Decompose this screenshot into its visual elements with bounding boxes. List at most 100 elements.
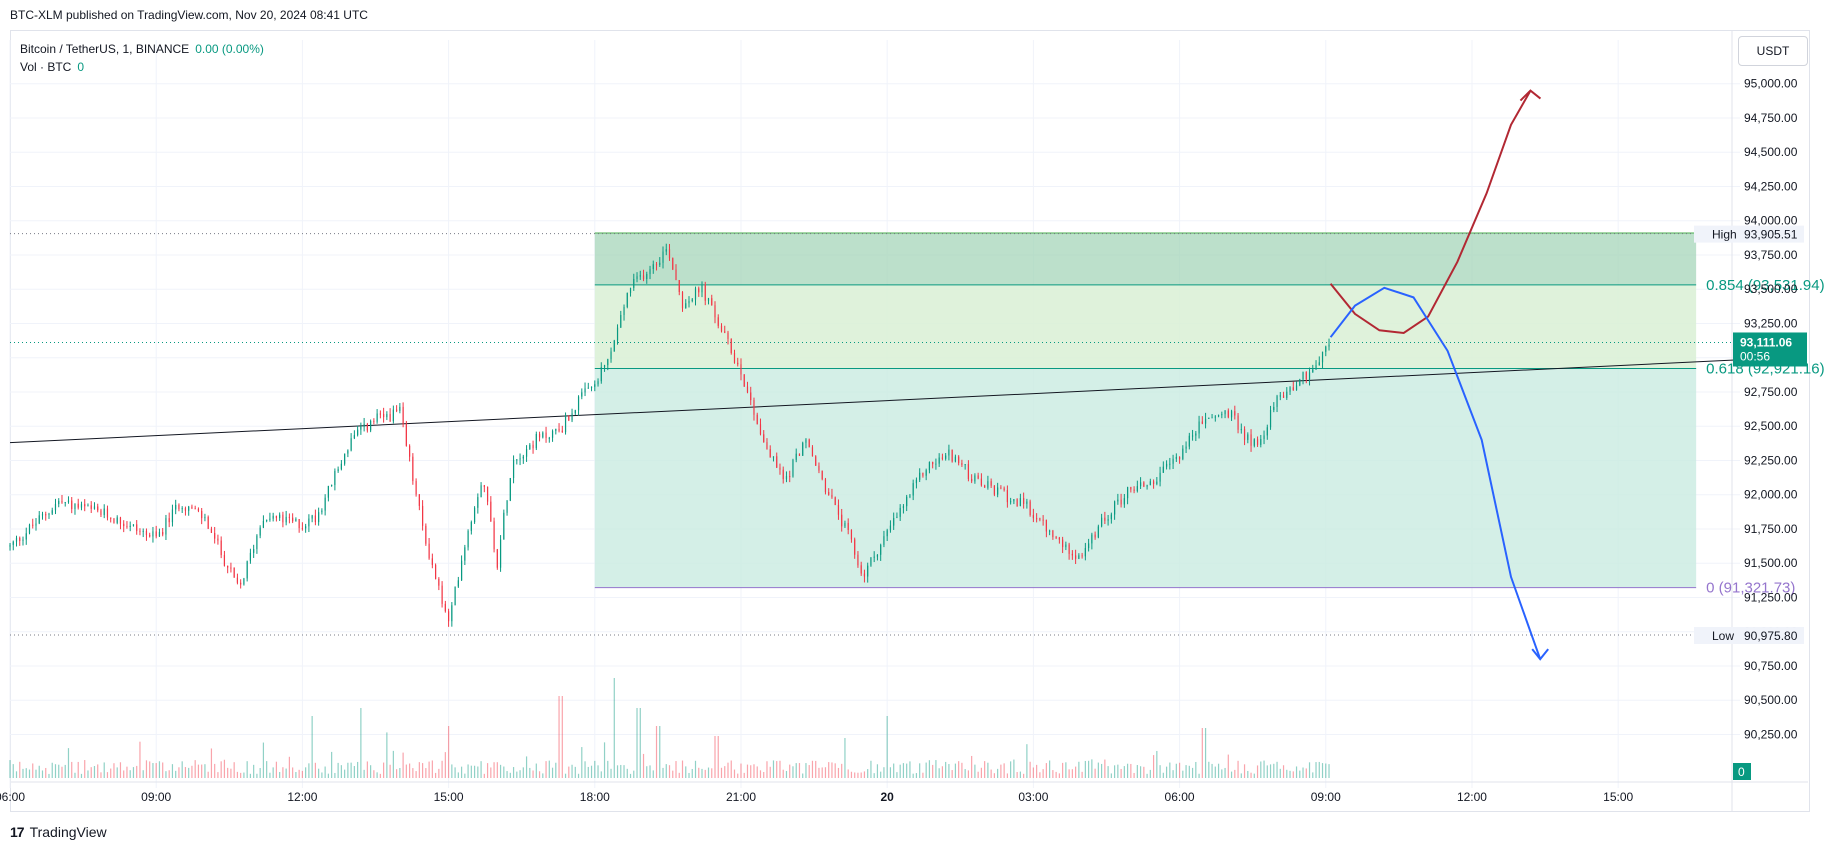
candle-body <box>1243 429 1246 440</box>
candle-body <box>22 539 24 542</box>
candle-body <box>587 387 589 389</box>
volume-bar <box>1091 759 1093 778</box>
candle-body <box>646 274 648 280</box>
candle-body <box>1250 434 1252 446</box>
candle-body <box>298 519 300 529</box>
volume-bar <box>41 770 44 778</box>
candle-body <box>1010 501 1012 503</box>
volume-bar <box>288 756 290 778</box>
volume-bar <box>158 761 161 778</box>
volume-bar <box>610 768 612 778</box>
candle-body <box>987 481 989 488</box>
candle-body <box>746 386 749 393</box>
candle-body <box>717 317 719 326</box>
volume-bar <box>600 771 602 778</box>
candle-body <box>253 549 255 553</box>
y-tick-label: 95,000.00 <box>1744 77 1798 91</box>
symbol-title[interactable]: Bitcoin / TetherUS, 1, BINANCE <box>20 42 190 56</box>
candle-body <box>1318 362 1320 366</box>
candle-body <box>80 504 83 508</box>
bearish-projection-path <box>1329 286 1542 660</box>
candle-body <box>28 524 31 534</box>
volume-bar <box>938 768 940 778</box>
volume-bar <box>470 765 472 778</box>
candle-body <box>175 504 177 510</box>
volume-bar <box>155 763 157 778</box>
candle-body <box>815 456 817 466</box>
volume-bar <box>1039 772 1041 778</box>
volume-bar <box>1308 762 1311 778</box>
low-label: Low <box>1712 629 1734 643</box>
volume-bar <box>444 752 446 778</box>
candle-body <box>269 518 271 520</box>
candle-body <box>711 298 713 306</box>
volume-bar <box>860 772 862 778</box>
candle-body <box>1208 417 1210 419</box>
volume-bar <box>951 770 953 778</box>
volume-bar <box>214 763 216 778</box>
volume-bar <box>633 770 635 778</box>
tradingview-brand: TradingView <box>29 824 107 840</box>
volume-bar <box>831 762 833 778</box>
candle-body <box>262 520 265 528</box>
volume-bar <box>1234 769 1236 778</box>
volume-bar <box>974 764 976 778</box>
candle-body <box>574 410 576 414</box>
volume-bar <box>1292 771 1294 778</box>
candle-body <box>977 475 979 479</box>
volume-bar <box>12 764 14 778</box>
candle-body <box>490 501 492 522</box>
candle-body <box>1292 387 1294 391</box>
y-tick-label: 92,250.00 <box>1744 453 1798 467</box>
candle-body <box>360 426 362 430</box>
volume-bar <box>279 771 281 778</box>
volume-bar <box>210 748 213 778</box>
volume-bar <box>828 762 830 778</box>
volume-bar <box>844 738 846 778</box>
candle-body <box>383 413 385 418</box>
candle-body <box>1299 379 1301 386</box>
volume-bar <box>311 716 313 778</box>
candle-body <box>795 453 797 460</box>
volume-bar <box>707 767 710 778</box>
bullish-arrowhead <box>1519 89 1542 102</box>
candle-body <box>1195 433 1197 436</box>
volume-bar <box>961 762 963 778</box>
volume-bar <box>571 764 573 778</box>
volume-bar <box>1165 766 1168 778</box>
candlesticks <box>9 243 1330 627</box>
candle-body <box>340 463 342 470</box>
fib-zone-low <box>594 368 1697 588</box>
volume-bar <box>188 767 190 778</box>
volume-bar <box>204 764 206 778</box>
volume-bar <box>496 762 498 778</box>
volume-bar <box>818 767 820 778</box>
currency-button[interactable]: USDT <box>1738 36 1808 66</box>
candle-body <box>1000 487 1002 489</box>
candle-body <box>1068 544 1070 554</box>
volume-bar <box>649 765 651 778</box>
volume-bar <box>249 773 252 778</box>
volume-bar <box>308 763 310 778</box>
candle-body <box>896 516 898 519</box>
candle-body <box>1049 530 1051 532</box>
tradingview-footer[interactable]: 17 TradingView <box>10 824 107 840</box>
candle-body <box>808 439 810 448</box>
fibonacci-retracement: 1 (93,909.80)0.854 (93,531.94)0.618 (92,… <box>594 225 1824 597</box>
tradingview-logo-icon: 17 <box>10 824 25 840</box>
volume-legend-label[interactable]: Vol · BTC <box>20 60 72 74</box>
volume-bar <box>597 765 599 778</box>
candle-body <box>12 541 14 545</box>
candle-body <box>129 525 131 527</box>
y-tick-label: 91,500.00 <box>1744 556 1798 570</box>
volume-bar <box>191 765 193 778</box>
volume-bar <box>1263 760 1265 778</box>
candle-body <box>1273 406 1275 410</box>
volume-bar <box>1260 761 1262 778</box>
volume-bar <box>162 762 164 778</box>
volume-bar <box>119 762 122 778</box>
candle-body <box>496 549 498 568</box>
volume-bar <box>38 765 40 778</box>
volume-bar <box>704 769 706 778</box>
